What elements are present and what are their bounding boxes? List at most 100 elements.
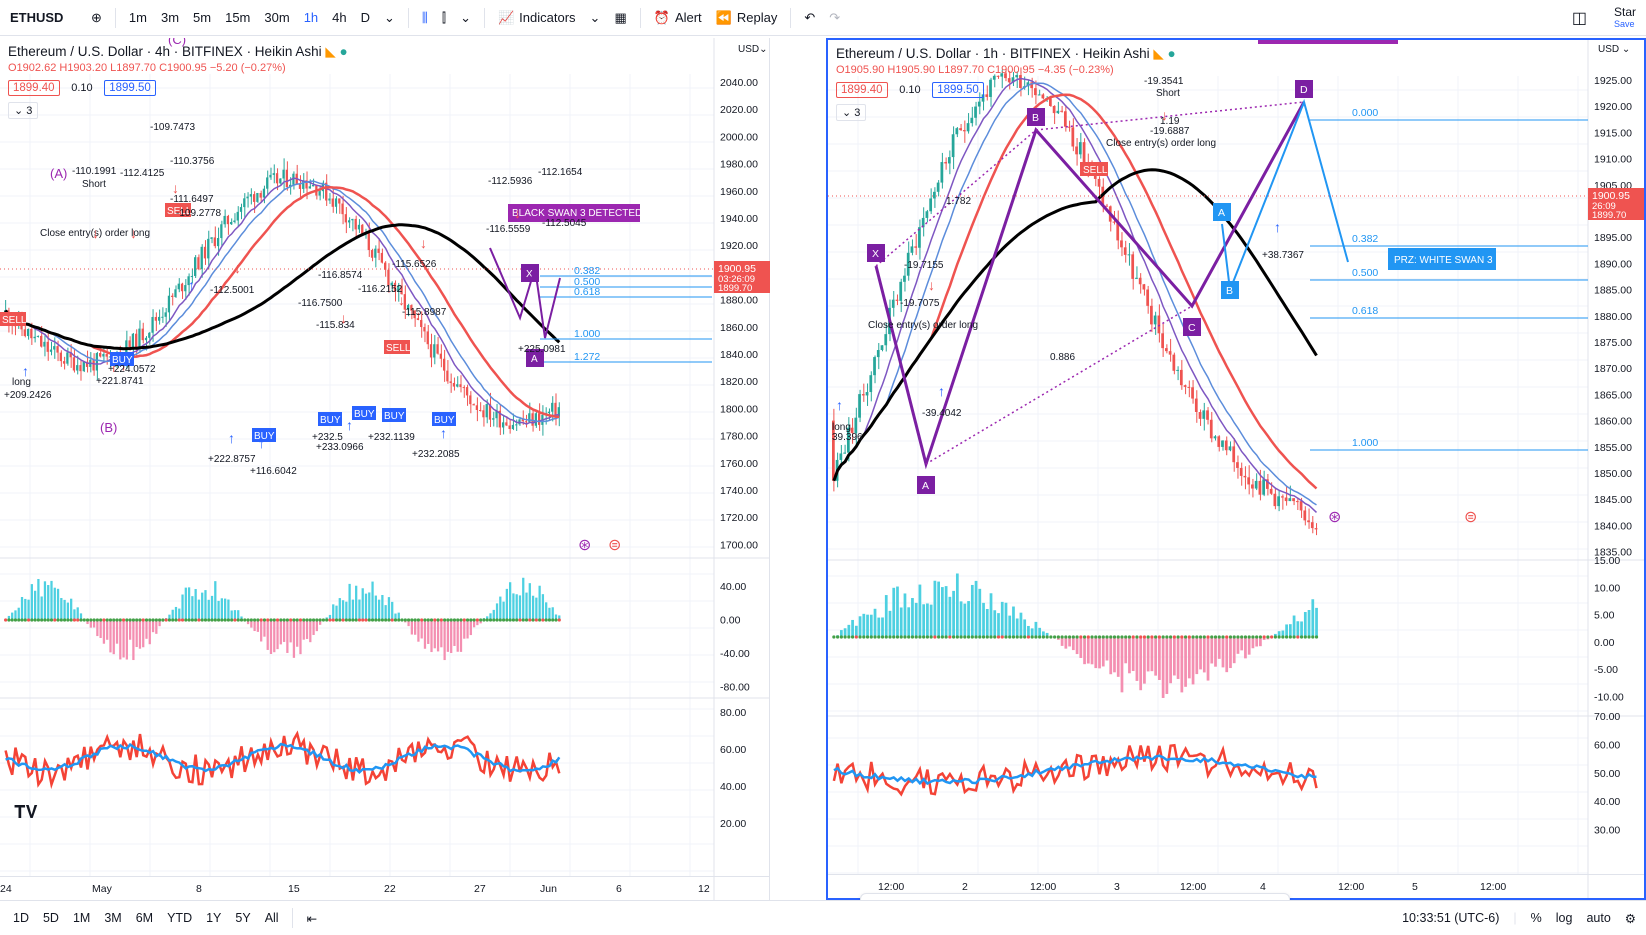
interval-15m[interactable]: 15m [225,10,251,25]
percent-toggle[interactable]: % [1530,911,1542,925]
candle-body [936,182,940,192]
auto-toggle[interactable]: auto [1586,911,1611,925]
pattern-point [917,476,935,494]
interval-3m[interactable]: 3m [160,10,180,25]
right-indicator-toggle[interactable]: ⌄ 3 [836,104,867,121]
symbol-search[interactable]: ETHUSD [10,10,64,25]
candle-body [1266,479,1269,489]
clock[interactable]: 10:33:51 (UTC-6) [1402,911,1500,925]
candle-body [1127,254,1131,256]
macd-zero-dot [873,635,877,639]
pattern-point-label: X [872,248,879,260]
left-currency-label[interactable]: USD⌄ [738,44,768,55]
candle-body [1307,520,1310,523]
interval-4h[interactable]: 4h [332,10,347,25]
split-layout-icon[interactable]: ◫ [1571,10,1587,27]
candle-body [387,269,390,286]
range-5y[interactable]: 5Y [235,911,251,925]
layout-grid-icon[interactable]: ▦ [614,9,627,25]
trade-annotation: -112.4125 [120,168,165,179]
macd-zero-dot [272,618,276,622]
date-range-icon[interactable]: ⇤ [306,911,318,926]
alert-button[interactable]: ⏰ Alert [647,4,709,32]
price-tick: 2040.00 [720,77,758,89]
macd-zero-dot [910,635,915,639]
log-toggle[interactable]: log [1555,911,1573,925]
gear-icon[interactable]: ⚙ [1624,911,1636,926]
candle-body [534,413,537,426]
left-chart-canvas[interactable]: 2040.00 2020.00 2000.00 1980.00 1960.00 1940.… [0,38,770,900]
interval-1h[interactable]: 1h [303,10,319,25]
candle-body [328,198,331,201]
chevron-down-icon[interactable]: ⌄ [460,9,471,25]
interval-1m[interactable]: 1m [128,10,147,25]
range-1d[interactable]: 1D [13,911,29,925]
price-tick: 1880.00 [1594,311,1632,323]
macd-zero-dot [177,618,181,622]
range-5d[interactable]: 5D [42,911,59,925]
trade-annotation: Short [1156,88,1180,99]
left-sell-price[interactable]: 1899.40 [8,80,60,96]
macd-zero-dot [364,618,368,622]
candle-style-icon[interactable]: ⫿ [441,9,447,25]
trade-annotation: long [832,422,851,433]
fib-level: 1.000 [574,328,600,340]
price-tick: 1940.00 [720,213,758,225]
star-save-button[interactable]: Star Save [1614,6,1636,30]
add-symbol-icon[interactable]: ⊕ [91,9,102,25]
macd-zero-dot [505,618,509,622]
candle-body [876,350,880,358]
macd-zero-dot [1127,635,1132,639]
candle-body [62,361,66,364]
buy-badge [352,406,376,420]
candle-body [43,341,46,347]
range-6m[interactable]: 6M [135,911,154,925]
left-indicator-toggle[interactable]: ⌄ 3 [8,102,39,119]
candle-body [1292,498,1295,502]
interval-D[interactable]: D [360,10,371,25]
macd-zero-dot [112,618,116,622]
range-1m[interactable]: 1M [72,911,91,925]
redo-icon[interactable]: ↷ [829,9,841,25]
range-3m[interactable]: 3M [104,911,122,925]
buy-badge [318,412,342,426]
candle-body [171,295,174,298]
range-ytd[interactable]: YTD [167,911,193,925]
trade-annotation: +222.8757 [208,454,256,465]
macd-zero-dot [230,618,234,622]
macd-zero-dot [528,618,532,622]
left-buy-price[interactable]: 1899.50 [104,80,156,96]
macd-zero-dot [1187,635,1191,639]
macd-zero-dot [985,635,989,639]
macd-zero-dot [1056,635,1060,639]
candle-body [537,413,541,425]
range-all[interactable]: All [264,911,279,925]
candle-body [903,275,906,282]
macd-zero-dot [963,635,967,639]
undo-icon[interactable]: ↶ [804,9,816,25]
candle-body [236,211,239,221]
buy-text: BUY [254,431,275,442]
macd-zero-dot [498,618,502,622]
time-tick: 12:00 [1480,881,1507,893]
right-buy-price[interactable]: 1899.50 [932,82,984,98]
macd-zero-dot [256,618,260,622]
right-sell-price[interactable]: 1899.40 [836,82,888,98]
left-time-axis[interactable]: 24 May 8 15 22 27 Jun 6 12 [0,876,770,900]
price-tick: 1920.00 [1594,101,1632,113]
left-chart-pane[interactable]: 2040.00 2020.00 2000.00 1980.00 1960.00 1940.… [0,38,770,900]
bar-style-icon[interactable]: ⫼ [421,9,428,25]
interval-5m[interactable]: 5m [193,10,212,25]
right-time-axis[interactable]: 12:00 2 12:00 3 12:00 4 12:00 5 12:00 [828,874,1644,898]
replay-button[interactable]: ⏪ Replay [709,4,785,32]
range-1y[interactable]: 1Y [206,911,222,925]
right-chart-pane[interactable]: 1925.001920.001915.001910.001905.001900.… [826,38,1646,900]
right-chart-canvas[interactable]: 1925.001920.001915.001910.001905.001900.… [828,40,1644,898]
chevron-down-icon[interactable]: ⌄ [589,9,601,25]
macd-zero-dot [328,618,332,622]
candle-body [266,177,269,189]
interval-30m[interactable]: 30m [264,10,290,25]
indicators-button[interactable]: 📈 Indicators [491,4,583,32]
chevron-down-icon[interactable]: ⌄ [384,9,395,25]
trade-annotation: +232.1139 [368,432,415,443]
